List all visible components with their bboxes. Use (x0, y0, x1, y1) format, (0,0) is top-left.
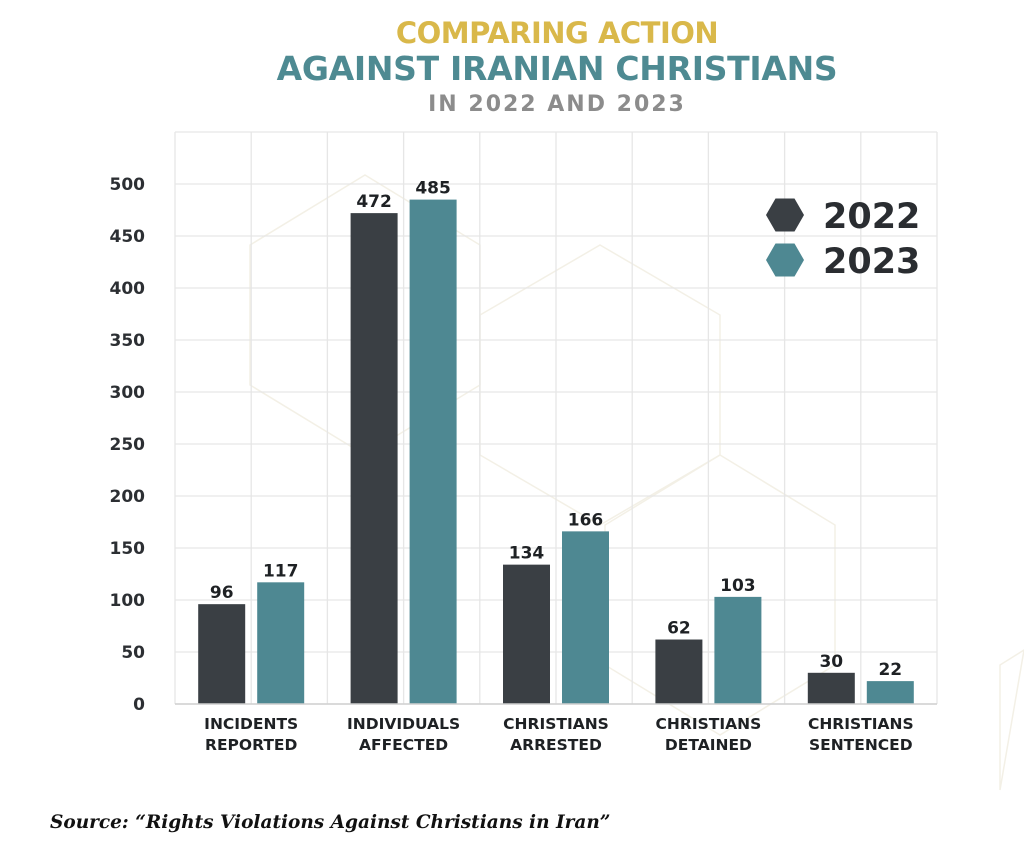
y-tick-label: 100 (110, 591, 146, 611)
y-tick-label: 250 (110, 435, 146, 455)
data-labels: 96 472 134 62 30 117 485 166 103 22 (210, 179, 902, 681)
legend-swatch-2023 (766, 243, 804, 277)
bar-2023-1 (409, 199, 457, 704)
y-tick-label: 0 (133, 695, 145, 715)
bar-2022-4 (807, 672, 855, 704)
data-label-2022-0: 96 (210, 583, 234, 603)
source-note: Source: “Rights Violations Against Chris… (50, 812, 611, 833)
chart-title-line1: COMPARING ACTION (396, 16, 718, 50)
bar-2022-2 (503, 564, 550, 704)
y-tick-label: 400 (110, 279, 146, 299)
bar-2023-0 (257, 582, 305, 704)
legend-label-2022: 2022 (823, 197, 920, 237)
x-tick-label-3: CHRISTIANS DETAINED (656, 715, 762, 754)
data-label-2022-3: 62 (667, 619, 691, 639)
bar-2023-3 (714, 596, 762, 704)
bar-2023-4 (866, 681, 914, 704)
data-label-2023-4: 22 (878, 660, 902, 680)
chart-subtitle: IN 2022 AND 2023 (428, 92, 686, 117)
bar-2022-3 (655, 639, 703, 704)
bar-chart: COMPARING ACTION AGAINST IRANIAN CHRISTI… (110, 16, 1024, 791)
data-label-2023-1: 485 (415, 179, 451, 199)
data-label-2023-0: 117 (263, 561, 299, 581)
y-axis: 0 50 100 150 200 250 300 350 400 450 500 (110, 175, 146, 715)
data-label-2022-4: 30 (819, 652, 843, 672)
y-tick-label: 500 (110, 175, 146, 195)
bar-2023-2 (562, 531, 609, 704)
y-tick-label: 300 (110, 383, 146, 403)
bar-2022-0 (198, 604, 246, 704)
y-tick-label: 350 (110, 331, 146, 351)
bar-2022-1 (350, 213, 398, 704)
legend: 2022 2023 (766, 197, 920, 282)
y-tick-label: 200 (110, 487, 146, 507)
x-tick-label-1: INDIVIDUALS AFFECTED (347, 715, 460, 754)
y-tick-label: 150 (110, 539, 146, 559)
y-tick-label: 50 (121, 643, 145, 663)
y-tick-label: 450 (110, 227, 146, 247)
bars (198, 199, 914, 704)
x-axis: INCIDENTS REPORTED INDIVIDUALS AFFECTED CHRI… (175, 703, 937, 754)
data-label-2023-3: 103 (720, 576, 756, 596)
legend-label-2023: 2023 (823, 242, 920, 282)
x-tick-label-2: CHRISTIANS ARRESTED (503, 715, 609, 754)
legend-swatch-2022 (766, 198, 804, 232)
x-tick-label-0: INCIDENTS REPORTED (204, 715, 298, 754)
data-label-2023-2: 166 (568, 510, 604, 530)
data-label-2022-1: 472 (356, 192, 392, 212)
chart-title-line2: AGAINST IRANIAN CHRISTIANS (277, 49, 838, 88)
data-label-2022-2: 134 (509, 544, 545, 564)
x-tick-label-4: CHRISTIANS SENTENCED (808, 715, 914, 754)
